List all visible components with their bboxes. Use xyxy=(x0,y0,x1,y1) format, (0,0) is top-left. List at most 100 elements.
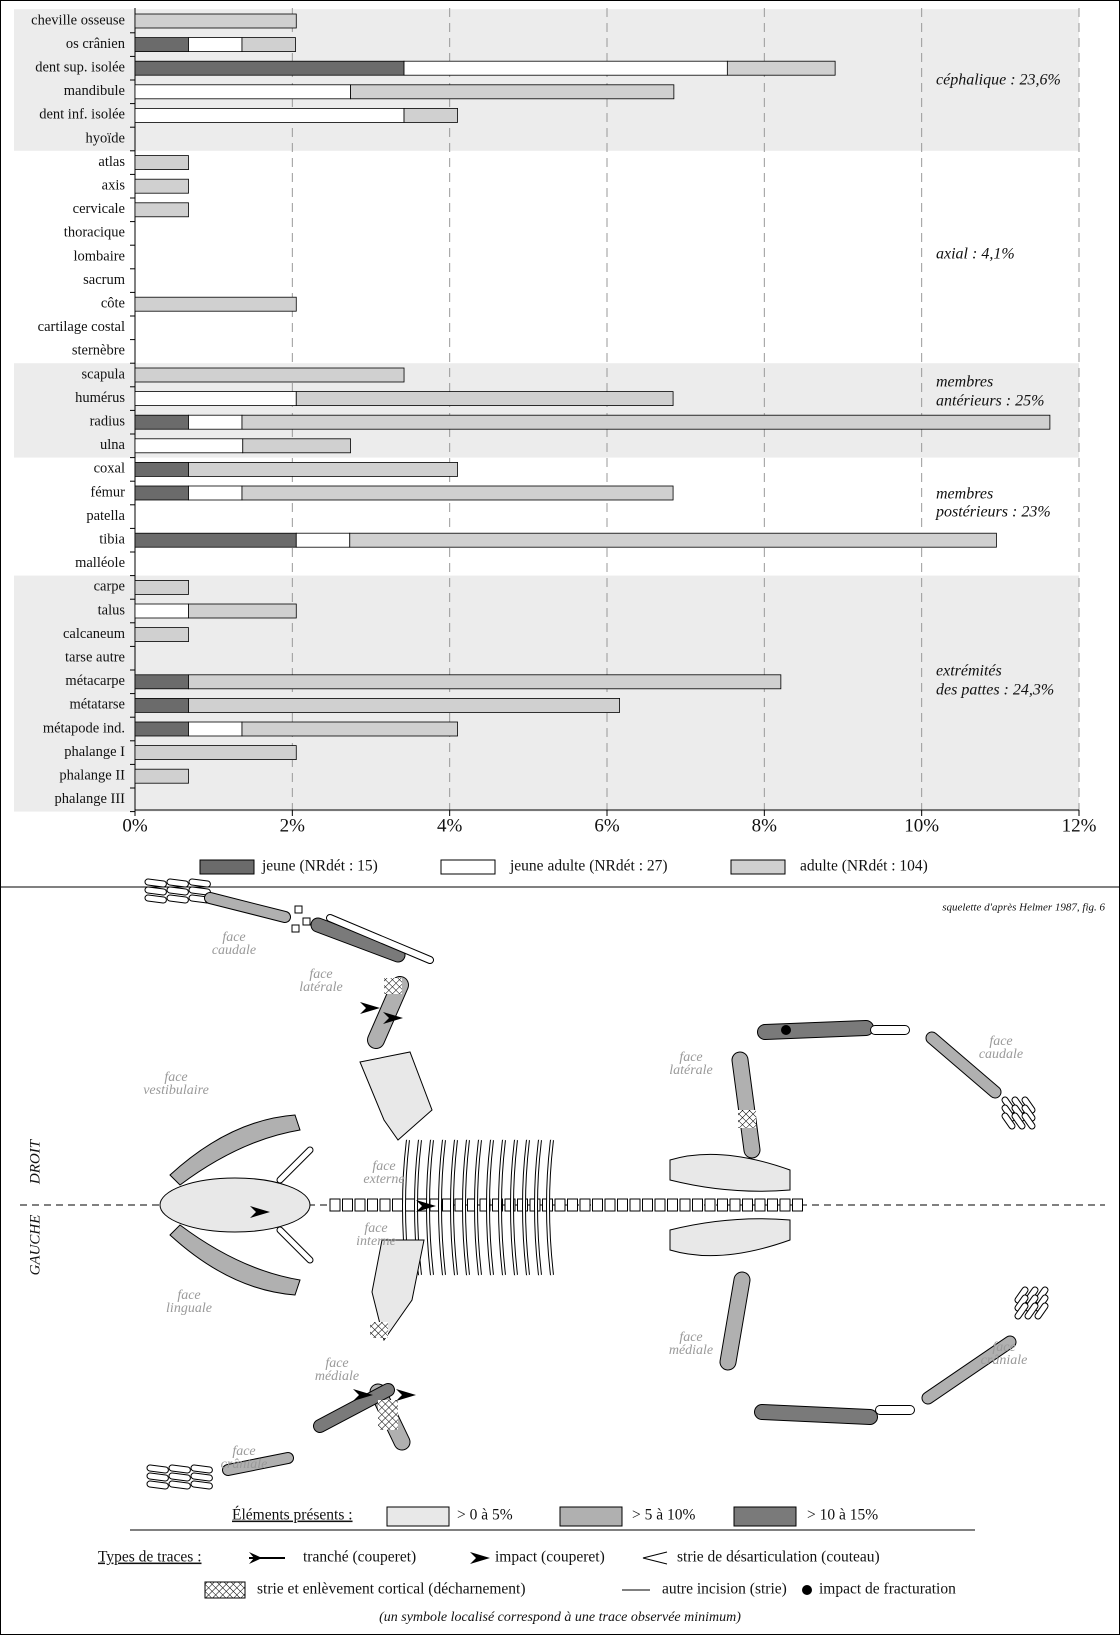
vertebra xyxy=(554,1198,566,1212)
bone xyxy=(167,887,188,895)
bone xyxy=(1002,1113,1015,1129)
bar-segment xyxy=(134,461,189,477)
trace-hatch xyxy=(378,1400,398,1430)
bone xyxy=(191,1481,212,1489)
bar-segment xyxy=(134,768,189,784)
bone xyxy=(291,924,300,933)
bone xyxy=(732,1052,760,1158)
vertebra xyxy=(604,1198,616,1212)
rib xyxy=(463,1139,469,1276)
bone xyxy=(1025,1295,1038,1311)
category-label: atlas xyxy=(98,154,125,170)
side-label: GAUCHE xyxy=(27,1215,43,1276)
vertebra xyxy=(367,1198,378,1212)
legend-label: jeune adulte (NRdét : 27) xyxy=(509,858,668,875)
bone xyxy=(371,1239,425,1342)
bone xyxy=(1025,1303,1038,1319)
bar-segment xyxy=(241,37,296,52)
face-label: médiale xyxy=(315,1369,359,1384)
bar-segment xyxy=(134,391,297,407)
presence-label: > 0 à 5% xyxy=(457,1507,513,1524)
bone xyxy=(167,879,188,887)
bar-segment xyxy=(241,414,1051,430)
bar-segment xyxy=(403,60,728,76)
bar-segment xyxy=(134,674,189,690)
bone xyxy=(169,1481,190,1489)
vertebra xyxy=(767,1198,778,1212)
bone xyxy=(302,917,311,926)
category-label: calcaneum xyxy=(63,626,126,642)
face-label: face xyxy=(164,1070,187,1085)
category-label: coxal xyxy=(94,461,125,477)
category-label: dent inf. isolée xyxy=(39,107,125,123)
face-label: face xyxy=(992,1340,1015,1355)
bar-segment xyxy=(134,603,189,619)
symbol-hatch xyxy=(204,1581,246,1599)
vertebra xyxy=(354,1198,366,1212)
category-label: mandibule xyxy=(64,83,125,99)
bone xyxy=(368,977,408,1048)
bands xyxy=(14,9,1079,812)
x-tick-label: 2% xyxy=(280,815,306,836)
bar-segment xyxy=(188,485,243,501)
group-annotation: antérieurs : 25% xyxy=(936,393,1044,410)
trace-impact xyxy=(360,1002,380,1014)
bone xyxy=(145,895,166,903)
bar-segment xyxy=(726,60,836,76)
group-annotation: membres xyxy=(936,374,993,391)
vertebra xyxy=(629,1198,641,1212)
category-label: cheville osseuse xyxy=(31,12,125,28)
legend-swatch xyxy=(730,859,786,875)
vertebra xyxy=(342,1198,353,1212)
category-label: métatarse xyxy=(69,697,125,713)
rib xyxy=(475,1139,481,1276)
rib xyxy=(487,1139,493,1276)
bar-segment xyxy=(188,698,620,713)
trace-impact xyxy=(396,1389,416,1401)
vertebra xyxy=(504,1198,516,1212)
pelvis xyxy=(669,1218,791,1257)
bar-segment xyxy=(134,60,405,76)
presence-title: Éléments présents : xyxy=(232,1507,353,1524)
category-label: fémur xyxy=(90,484,125,500)
category-label: talus xyxy=(98,602,126,618)
symbol-tranche xyxy=(249,1552,285,1564)
bone xyxy=(1035,1303,1048,1319)
face-label: face xyxy=(679,1330,702,1345)
mandible xyxy=(169,1114,301,1186)
bone xyxy=(311,918,405,962)
bone xyxy=(359,1051,433,1141)
bone xyxy=(189,879,210,887)
bone xyxy=(277,1227,313,1263)
x-tick-label: 12% xyxy=(1062,815,1097,836)
vertebra xyxy=(729,1198,741,1212)
skull xyxy=(159,1177,311,1233)
bone xyxy=(189,887,210,895)
category-label: lombaire xyxy=(73,248,125,264)
symbol-dot xyxy=(802,1585,812,1595)
bone xyxy=(145,887,166,895)
bone xyxy=(1012,1113,1025,1129)
vertebra xyxy=(754,1198,766,1212)
face-label: crâniale xyxy=(221,1457,268,1472)
bar-segment xyxy=(134,37,189,52)
vertebra xyxy=(492,1198,503,1212)
category-label: sternèbre xyxy=(72,343,125,359)
x-tick-label: 0% xyxy=(122,815,148,836)
bone xyxy=(1002,1105,1015,1121)
bar-segment xyxy=(134,721,189,737)
bone xyxy=(1012,1105,1025,1121)
face-label: face xyxy=(679,1050,702,1065)
face-label: médiale xyxy=(669,1343,713,1358)
category-label: carpe xyxy=(94,579,125,595)
bone xyxy=(926,1032,1001,1098)
vertebra xyxy=(642,1198,653,1212)
bone xyxy=(1022,1105,1035,1121)
category-label: malléole xyxy=(75,555,125,571)
face-label: face xyxy=(232,1444,255,1459)
traces-title: Types de traces : xyxy=(98,1549,202,1566)
bone xyxy=(147,1465,168,1473)
bar-segment xyxy=(134,485,189,501)
category-label: radius xyxy=(90,414,126,430)
